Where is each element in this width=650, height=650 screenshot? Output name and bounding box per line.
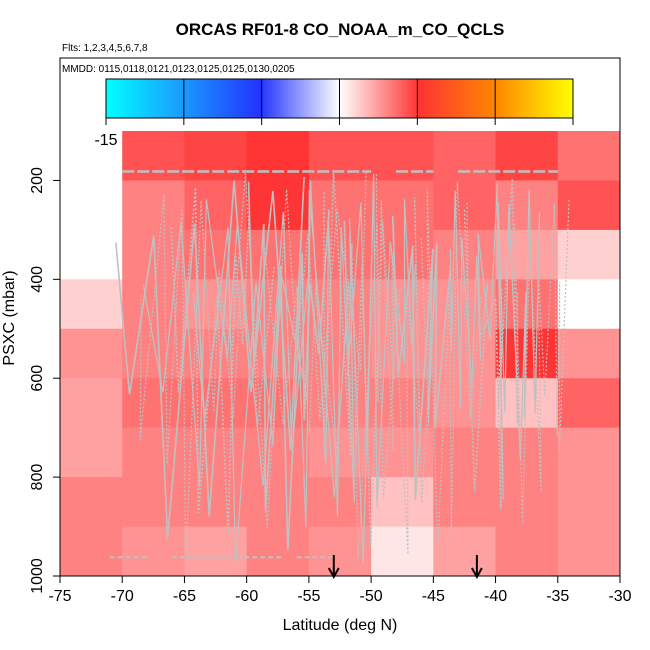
heatmap-cell [308,526,372,576]
heatmap-cell [557,427,620,478]
arrow-marker-head [471,567,483,580]
flight-track [139,194,241,563]
heatmap-cell [557,131,620,181]
x-tick-label: -50 [360,588,383,605]
x-tick-label: -35 [546,588,569,605]
y-axis: 200 400 600 800 1000 [29,167,60,594]
heatmap-cell [371,526,434,576]
x-axis-label: Latitude (deg N) [283,617,398,634]
heatmap-cell [246,526,310,576]
arrow-marker-head [327,567,340,580]
flights-note: Flts: 1,2,3,4,5,6,7,8 [62,43,148,54]
heatmap-cell [122,526,185,576]
x-axis: -75 -70 -65 -60 -55 -50 -45 -40 -35 -30 [48,576,632,605]
y-tick-label: 1000 [29,558,46,594]
heatmap-cell [184,477,248,528]
flight-track [346,174,416,508]
heatmap-cell [371,477,434,528]
heatmap-cell [122,477,185,528]
heatmap-cell [122,180,185,231]
x-tick-label: -65 [173,588,196,605]
heatmap-cell [371,279,434,330]
x-tick-label: -75 [48,588,71,605]
heatmap-cell [60,526,123,576]
heatmap-cell [557,328,620,379]
heatmap-cell [433,131,497,181]
heatmap-cell [433,378,497,429]
flight-track [296,180,375,564]
heatmap-cell [246,180,310,231]
heatmap-cell [495,427,559,478]
flight-track [323,173,395,546]
heatmap-cell [433,477,497,528]
flight-tracks [109,170,570,565]
heatmap-cell [495,131,559,181]
heatmap-cell [495,477,559,528]
x-tick-label: -55 [297,588,320,605]
y-tick-label: 600 [29,365,46,392]
heatmap-cell [60,378,123,429]
heatmap-cell [246,131,310,181]
x-tick-label: -60 [235,588,258,605]
flight-track [513,199,570,525]
arrow-markers [327,555,483,580]
heatmap-cell [308,427,372,478]
y-axis-label: PSXC (mbar) [1,270,18,365]
heatmap-cell [495,526,559,576]
heatmap-cell [122,378,185,429]
chart-title: ORCAS RF01-8 CO_NOAA_m_CO_QCLS [176,20,505,39]
heatmap-cell [308,131,372,181]
flight-track [391,215,452,500]
heatmap-cell [60,477,123,528]
x-tick-label: -30 [608,588,631,605]
heatmap-cell [371,229,434,280]
heatmap-cell [433,229,497,280]
flight-track [192,190,350,565]
heatmap-cell [60,279,123,330]
heatmap-cell [433,427,497,478]
y-tick-label: 200 [29,167,46,194]
heatmap-cell [557,378,620,429]
y-tick-label: 800 [29,464,46,491]
heatmap-cell [495,378,559,429]
x-tick-label: -40 [484,588,507,605]
flight-track [263,223,401,559]
heatmap-cell [60,328,123,379]
heatmap-cell [557,229,620,280]
heatmap-cell [308,180,372,231]
plot-frame [59,57,621,577]
heatmap-cell [122,131,185,181]
colorbar-tick-label: -15 [94,132,117,149]
heatmap-cell [184,131,248,181]
heatmap-cell [557,477,620,528]
heatmap-cell [557,279,620,330]
dates-note: MMDD: 0115,0118,0121,0123,0125,0125,0130… [62,64,295,75]
flight-track [217,170,367,528]
y-tick-label: 400 [29,266,46,293]
heatmap-cell [60,427,123,478]
heatmap-cell [557,526,620,576]
heatmap-cell [246,477,310,528]
heatmap-cell [371,131,434,181]
heatmap-cell [246,427,310,478]
x-tick-label: -45 [422,588,445,605]
heatmap-cell [557,180,620,231]
heatmap-cell [433,526,497,576]
x-tick-label: -70 [111,588,134,605]
heatmap-cell [495,180,559,231]
flight-track [463,178,519,510]
flight-track [449,183,498,409]
flight-track [142,199,309,488]
flight-track [247,181,330,551]
